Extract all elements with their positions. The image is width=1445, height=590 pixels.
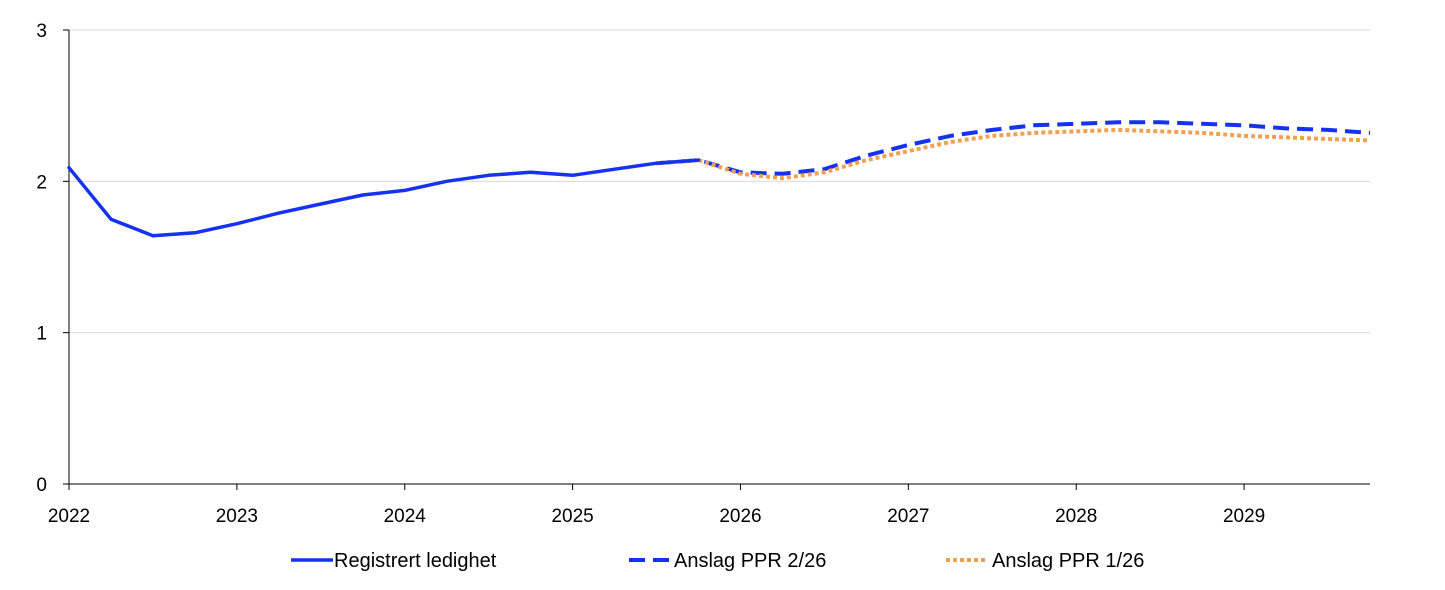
series-line-dashed — [656, 120, 1371, 176]
x-tick-label: 2024 — [384, 506, 427, 527]
legend: Registrert ledighet Anslag PPR 2/26 Anslag… — [291, 550, 1144, 572]
y-tick-label: 2 — [36, 172, 47, 193]
x-tick-label: 2025 — [551, 506, 593, 527]
legend-label: Anslag PPR 2/26 — [674, 550, 826, 572]
series-lines — [67, 120, 1371, 238]
axes — [68, 30, 1370, 485]
y-tick-label: 0 — [36, 475, 47, 496]
y-tick-label: 1 — [36, 324, 47, 345]
x-tick-label: 2026 — [719, 506, 761, 527]
x-tick-label: 2023 — [216, 506, 258, 527]
x-tick-label: 2022 — [48, 506, 90, 527]
ticks: 0 1 2 3 2022 2023 2024 2025 2026 2027 2028 2029 — [36, 21, 1265, 527]
series-line-dotted — [656, 127, 1371, 181]
x-tick-label: 2028 — [1055, 506, 1097, 527]
y-tick-label: 3 — [36, 21, 47, 42]
series-line-solid — [67, 158, 701, 238]
x-tick-label: 2027 — [887, 506, 929, 527]
gridlines — [69, 29, 1370, 334]
x-tick-label: 2029 — [1223, 506, 1265, 527]
legend-label: Registrert ledighet — [334, 550, 497, 572]
legend-label: Anslag PPR 1/26 — [992, 550, 1144, 572]
